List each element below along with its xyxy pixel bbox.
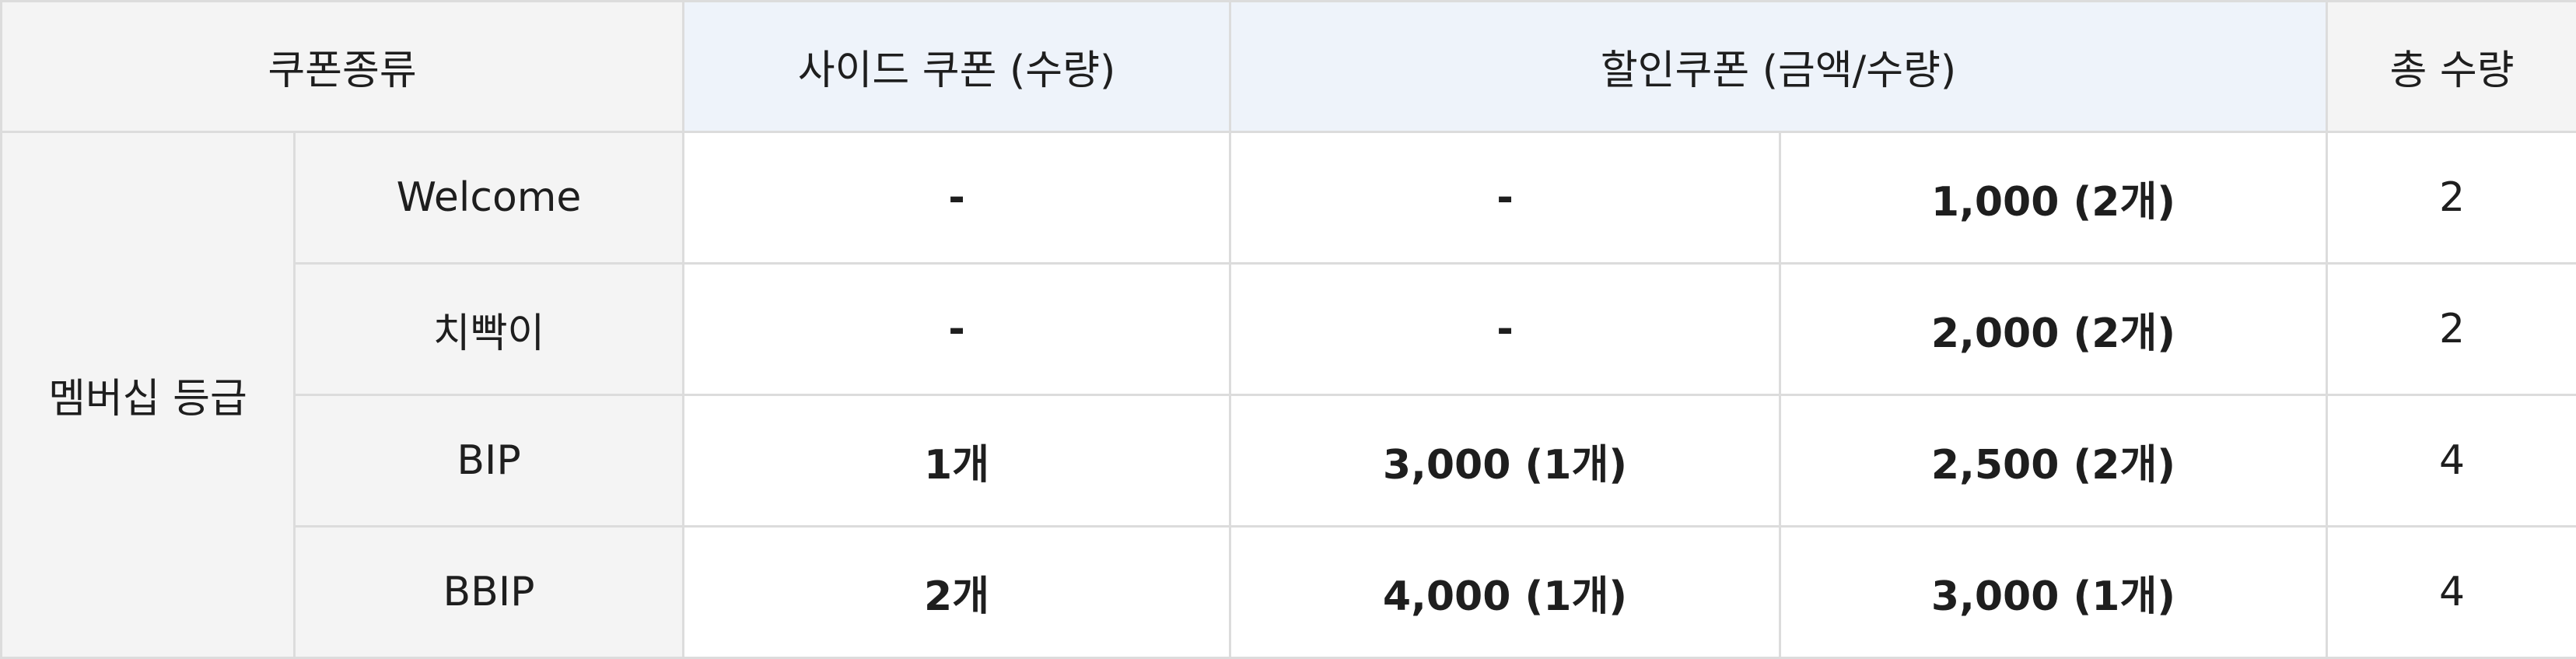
discount-coupon-value: 3,000 (1개) <box>1780 527 2327 658</box>
header-discount-coupon: 할인쿠폰 (금액/수량) <box>1230 2 2327 132</box>
discount-coupon-value: - <box>1230 264 1780 395</box>
header-total: 총 수량 <box>2327 2 2576 132</box>
grade-name: BBIP <box>295 527 684 658</box>
total-value: 4 <box>2327 527 2576 658</box>
discount-coupon-value: 2,000 (2개) <box>1780 264 2327 395</box>
total-value: 4 <box>2327 395 2576 527</box>
grade-name: 치빡이 <box>295 264 684 395</box>
grade-name: Welcome <box>295 132 684 264</box>
header-coupon-type: 쿠폰종류 <box>2 2 684 132</box>
table-row: 멤버십 등급 Welcome - - 1,000 (2개) 2 <box>2 132 2576 264</box>
discount-coupon-value: 2,500 (2개) <box>1780 395 2327 527</box>
discount-coupon-value: 4,000 (1개) <box>1230 527 1780 658</box>
discount-coupon-value: - <box>1230 132 1780 264</box>
membership-grade-label: 멤버십 등급 <box>2 132 295 658</box>
header-row: 쿠폰종류 사이드 쿠폰 (수량) 할인쿠폰 (금액/수량) 총 수량 <box>2 2 2576 132</box>
side-coupon-value: 2개 <box>684 527 1230 658</box>
table-row: 치빡이 - - 2,000 (2개) 2 <box>2 264 2576 395</box>
table-row: BBIP 2개 4,000 (1개) 3,000 (1개) 4 <box>2 527 2576 658</box>
side-coupon-value: - <box>684 132 1230 264</box>
header-side-coupon: 사이드 쿠폰 (수량) <box>684 2 1230 132</box>
total-value: 2 <box>2327 264 2576 395</box>
total-value: 2 <box>2327 132 2576 264</box>
discount-coupon-value: 3,000 (1개) <box>1230 395 1780 527</box>
discount-coupon-value: 1,000 (2개) <box>1780 132 2327 264</box>
grade-name: BIP <box>295 395 684 527</box>
side-coupon-value: 1개 <box>684 395 1230 527</box>
side-coupon-value: - <box>684 264 1230 395</box>
table-row: BIP 1개 3,000 (1개) 2,500 (2개) 4 <box>2 395 2576 527</box>
